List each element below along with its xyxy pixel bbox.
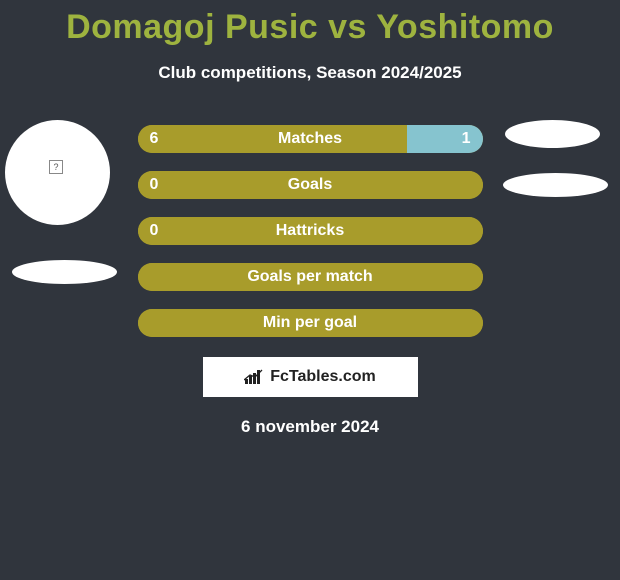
player-left-shadow	[12, 260, 117, 284]
brand-text: FcTables.com	[270, 368, 376, 386]
bar-value-left: 0	[150, 222, 159, 240]
date-label: 6 november 2024	[10, 417, 610, 437]
player-right-shadow	[503, 173, 608, 197]
branding-box: FcTables.com	[203, 357, 418, 397]
bar-label: Matches	[278, 130, 342, 148]
bar-fill-right	[407, 125, 483, 153]
bar-value-left: 0	[150, 176, 159, 194]
bar-value-right: 1	[462, 130, 471, 148]
stat-bar: 0 Goals	[138, 171, 483, 199]
player-right-avatar	[505, 120, 600, 148]
stat-bar: Goals per match	[138, 263, 483, 291]
broken-image-icon: ?	[49, 160, 63, 174]
bar-label: Goals per match	[247, 268, 372, 286]
bar-label: Goals	[288, 176, 332, 194]
comparison-content: ? 6 1 Matches 0 Goals 0 Hattricks Goals per mat…	[0, 125, 620, 437]
bar-fill-left	[138, 125, 407, 153]
player-left-avatar: ?	[5, 120, 110, 225]
bar-value-left: 6	[150, 130, 159, 148]
stat-bar: 6 1 Matches	[138, 125, 483, 153]
page-title: Domagoj Pusic vs Yoshitomo	[0, 0, 620, 47]
subtitle: Club competitions, Season 2024/2025	[0, 63, 620, 83]
stat-bar: 0 Hattricks	[138, 217, 483, 245]
comparison-bars: 6 1 Matches 0 Goals 0 Hattricks Goals per match…	[138, 125, 483, 337]
bar-label: Hattricks	[276, 222, 344, 240]
brand-chart-icon	[244, 369, 264, 385]
stat-bar: Min per goal	[138, 309, 483, 337]
bar-label: Min per goal	[263, 314, 357, 332]
